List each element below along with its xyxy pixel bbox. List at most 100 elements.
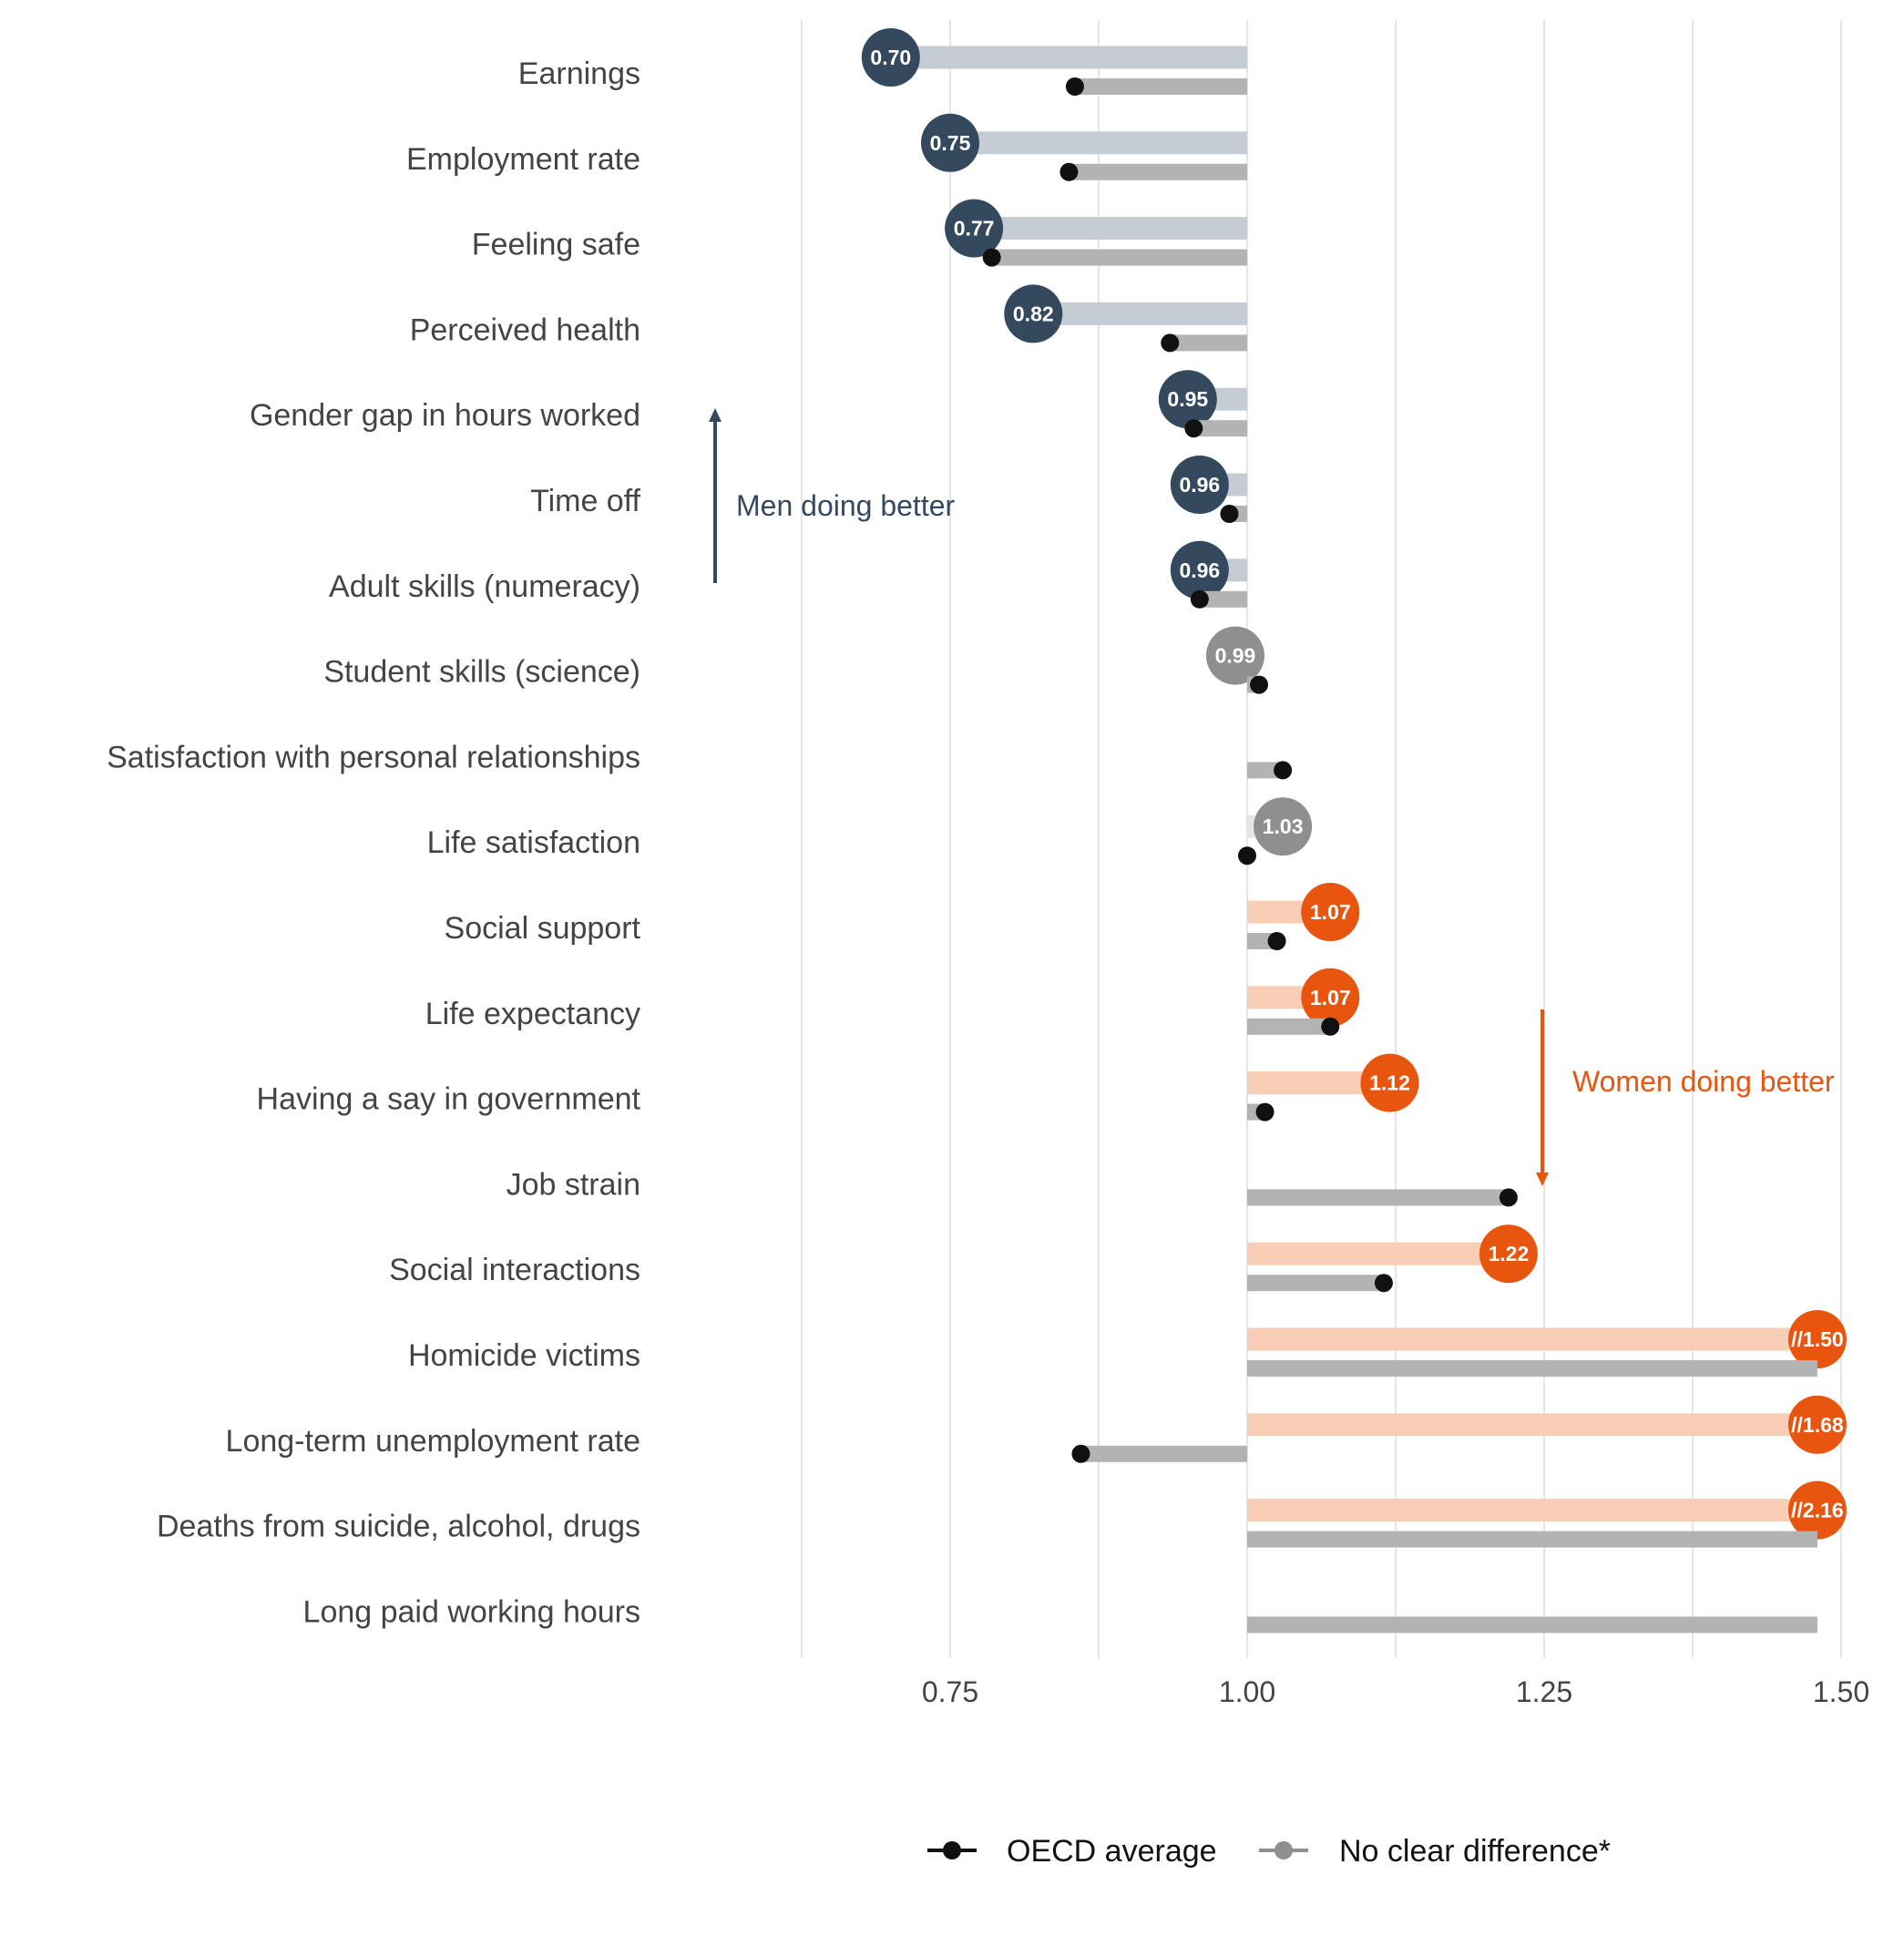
oecd-bar: [1247, 762, 1284, 779]
country-value-label: //1.68: [1791, 1413, 1844, 1437]
category-label: Earnings: [518, 56, 640, 91]
country-value-bubble: [1205, 626, 1264, 685]
legend-neutral-swatch-dot: [1274, 1841, 1293, 1859]
country-value-bubble: [1787, 1480, 1847, 1540]
oecd-bar: [1193, 420, 1247, 437]
country-value-label: //1.50: [1791, 1327, 1844, 1351]
category-label: Employment rate: [406, 142, 640, 177]
category-label: Adult skills (numeracy): [329, 569, 640, 604]
country-value-bubble: [945, 199, 1004, 258]
x-tick-label: 1.25: [1516, 1675, 1572, 1708]
men-doing-better-label: Men doing better: [736, 489, 956, 522]
country-value-bubble: [1787, 1310, 1847, 1368]
country-bar: [1247, 1499, 1817, 1522]
oecd-average-dot: [1065, 77, 1084, 96]
country-value-label: 1.07: [1310, 986, 1351, 1009]
men-arrow-head: [709, 408, 722, 422]
category-label: Long paid working hours: [303, 1594, 640, 1629]
category-label: Time off: [530, 484, 640, 518]
oecd-average-dot: [1499, 1188, 1518, 1207]
category-label: Student skills (science): [323, 655, 640, 690]
category-label: Social interactions: [389, 1253, 640, 1287]
legend-oecd-swatch-dot: [943, 1841, 961, 1859]
oecd-average-dot: [1190, 589, 1209, 609]
oecd-average-dot: [1274, 761, 1293, 780]
country-value-label: 0.95: [1167, 387, 1208, 411]
country-value-label: 0.96: [1179, 558, 1220, 582]
country-value-bubble: [861, 28, 920, 87]
country-value-label: 0.75: [930, 131, 971, 155]
women-doing-better-label: Women doing better: [1572, 1065, 1835, 1098]
category-label: Social support: [445, 911, 641, 946]
country-bar: [1247, 1413, 1817, 1437]
country-value-label: 1.07: [1310, 900, 1351, 924]
oecd-average-dot: [1374, 1274, 1393, 1293]
category-label: Long-term unemployment rate: [226, 1424, 640, 1459]
category-label: Having a say in government: [257, 1082, 641, 1117]
category-label: Life satisfaction: [427, 825, 640, 860]
category-label: Gender gap in hours worked: [250, 398, 640, 433]
oecd-bar: [1247, 1531, 1817, 1548]
country-value-label: 0.96: [1179, 473, 1220, 497]
bars: 0.70 0.75 0.77 0.82 0.95 0.96 0.96 0.99 1.03 1.07…: [861, 28, 1847, 1634]
country-bar: [1247, 1327, 1817, 1351]
country-value-label: 1.12: [1369, 1071, 1410, 1095]
country-value-bubble: [1004, 284, 1063, 343]
x-tick-label: 1.50: [1813, 1675, 1869, 1708]
country-bar: [1247, 1242, 1509, 1265]
x-axis-ticks: 0.75 1.00 1.25 1.50: [922, 1675, 1869, 1708]
country-value-bubble: [1360, 1053, 1419, 1112]
country-value-bubble: [1158, 370, 1217, 429]
country-value-bubble: [1170, 456, 1229, 514]
oecd-average-dot: [1184, 419, 1203, 438]
oecd-average-dot: [1161, 333, 1180, 353]
category-label: Homicide victims: [408, 1338, 640, 1373]
legend-neutral-label: No clear difference*: [1339, 1834, 1611, 1869]
oecd-average-dot: [1238, 846, 1256, 866]
oecd-bar: [1074, 78, 1247, 95]
oecd-bar: [1247, 1189, 1509, 1206]
country-value-label: 0.70: [870, 46, 911, 69]
country-value-bubble: [921, 113, 979, 172]
country-bar: [890, 46, 1247, 69]
country-value-label: 1.22: [1488, 1242, 1529, 1265]
country-value-bubble: [1254, 797, 1313, 856]
category-label: Deaths from suicide, alcohol, drugs: [157, 1510, 640, 1544]
country-value-label: 1.03: [1263, 814, 1304, 838]
country-value-bubble: [1170, 540, 1229, 599]
x-tick-label: 0.75: [922, 1675, 978, 1708]
oecd-bar: [1247, 1018, 1331, 1035]
country-value-bubble: [1787, 1395, 1847, 1454]
oecd-bar: [1080, 1445, 1247, 1462]
oecd-average-dot: [1220, 505, 1239, 523]
grid-lines: [801, 20, 1842, 1658]
country-bar: [950, 131, 1247, 155]
oecd-average-dot: [1267, 932, 1286, 950]
country-bar: [1033, 302, 1247, 325]
country-value-label: 0.82: [1013, 302, 1054, 325]
country-value-bubble: [1479, 1224, 1538, 1284]
legend: OECD average No clear difference*: [927, 1834, 1611, 1869]
country-value-bubble: [1301, 968, 1360, 1027]
legend-oecd-label: OECD average: [1007, 1834, 1217, 1869]
category-label: Satisfaction with personal relationships: [107, 740, 640, 774]
oecd-bar: [1199, 590, 1247, 608]
oecd-bar: [1170, 334, 1247, 352]
oecd-bar: [1247, 1275, 1384, 1292]
oecd-average-dot: [982, 248, 1001, 267]
category-label: Perceived health: [410, 312, 640, 347]
oecd-bar: [991, 249, 1247, 266]
oecd-bar: [1069, 163, 1247, 180]
category-label: Life expectancy: [425, 997, 640, 1031]
category-labels: Earnings Employment rate Feeling safe Perce…: [107, 56, 640, 1629]
oecd-average-dot: [1255, 1102, 1274, 1122]
legend-item-oecd-average: OECD average: [927, 1834, 1217, 1869]
oecd-bar: [1247, 1616, 1817, 1634]
oecd-average-dot: [1250, 675, 1269, 694]
women-arrow-head: [1536, 1173, 1549, 1186]
annotations: Men doing better Women doing better: [709, 408, 1835, 1186]
country-value-label: //2.16: [1791, 1499, 1844, 1522]
x-tick-label: 1.00: [1219, 1675, 1275, 1708]
